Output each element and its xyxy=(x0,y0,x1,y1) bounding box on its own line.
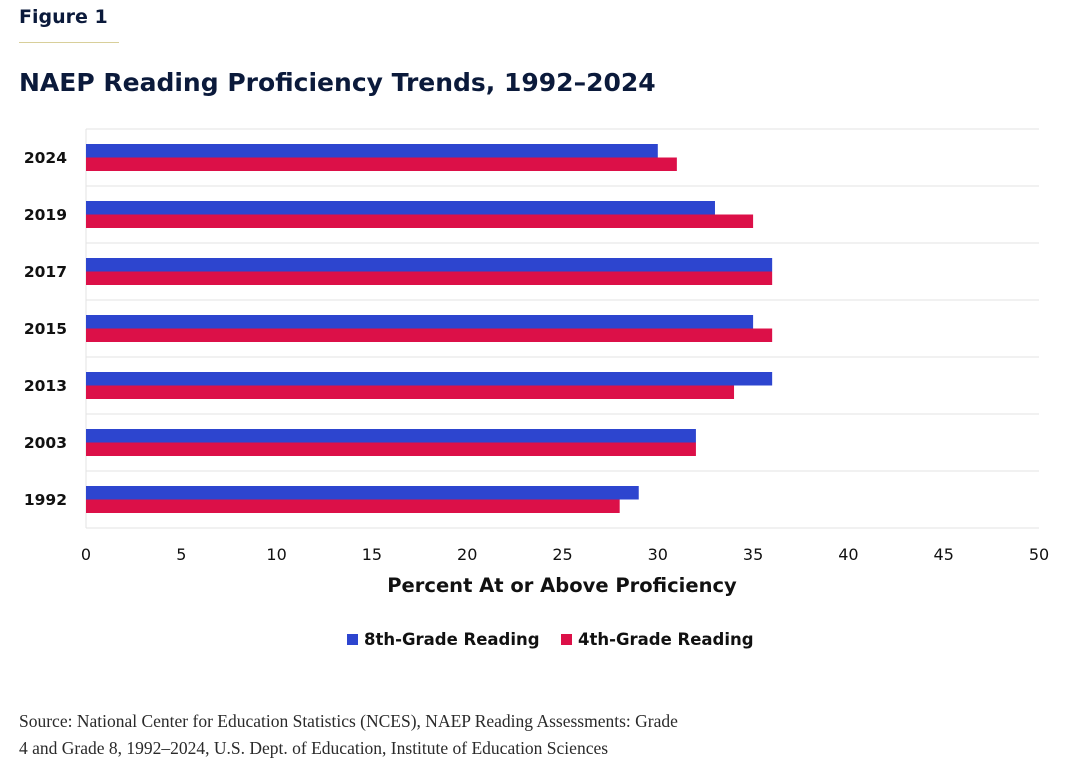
bar-8th-grade-2017 xyxy=(86,258,773,272)
bar-8th-grade-2003 xyxy=(86,429,696,443)
x-tick-label: 30 xyxy=(648,545,668,564)
bar-4th-grade-2017 xyxy=(86,271,773,285)
category-label-2003: 2003 xyxy=(24,434,67,452)
x-tick-label: 5 xyxy=(176,545,186,564)
bar-8th-grade-2015 xyxy=(86,315,754,329)
bar-8th-grade-1992 xyxy=(86,486,639,500)
source-line-1: Source: National Center for Education St… xyxy=(19,711,678,731)
bar-4th-grade-2003 xyxy=(86,442,696,456)
bar-4th-grade-2019 xyxy=(86,214,754,228)
chart-title: NAEP Reading Proficiency Trends, 1992–20… xyxy=(19,68,656,97)
x-tick-label: 10 xyxy=(266,545,286,564)
x-tick-label: 35 xyxy=(743,545,763,564)
source-line-2: 4 and Grade 8, 1992–2024, U.S. Dept. of … xyxy=(19,738,609,758)
x-axis-label: Percent At or Above Proficiency xyxy=(387,574,737,597)
category-label-2015: 2015 xyxy=(24,320,67,338)
bar-4th-grade-2015 xyxy=(86,328,773,342)
legend-swatch-4th-grade xyxy=(561,634,572,645)
bar-chart: 2024 2019 2017 2015 2013 2003 1992 0 5 10 15 20 25 30… xyxy=(24,128,1049,597)
bar-4th-grade-1992 xyxy=(86,499,620,513)
bar-8th-grade-2013 xyxy=(86,372,773,386)
category-label-1992: 1992 xyxy=(24,491,67,509)
x-tick-label: 45 xyxy=(934,545,954,564)
bar-8th-grade-2024 xyxy=(86,144,658,158)
legend-item-8th-grade: 8th-Grade Reading xyxy=(347,630,540,649)
figure-label-underline xyxy=(19,42,119,43)
bar-8th-grade-2019 xyxy=(86,201,715,215)
figure-label: Figure 1 xyxy=(19,6,108,28)
x-tick-label: 15 xyxy=(362,545,382,564)
x-tick-label: 25 xyxy=(552,545,572,564)
source-note: Source: National Center for Education St… xyxy=(19,708,819,762)
category-label-2017: 2017 xyxy=(24,263,67,281)
bar-4th-grade-2013 xyxy=(86,385,735,399)
category-label-2019: 2019 xyxy=(24,206,67,224)
legend-swatch-8th-grade xyxy=(347,634,358,645)
x-tick-label: 0 xyxy=(81,545,91,564)
legend-label-8th-grade: 8th-Grade Reading xyxy=(364,630,540,649)
category-label-2013: 2013 xyxy=(24,377,67,395)
bar-4th-grade-2024 xyxy=(86,157,677,171)
x-tick-label: 20 xyxy=(457,545,477,564)
category-label-2024: 2024 xyxy=(24,149,67,167)
x-tick-label: 50 xyxy=(1029,545,1049,564)
x-tick-label: 40 xyxy=(838,545,858,564)
legend-label-4th-grade: 4th-Grade Reading xyxy=(578,630,754,649)
chart-legend: 8th-Grade Reading 4th-Grade Reading xyxy=(0,630,1080,656)
legend-item-4th-grade: 4th-Grade Reading xyxy=(561,630,754,649)
